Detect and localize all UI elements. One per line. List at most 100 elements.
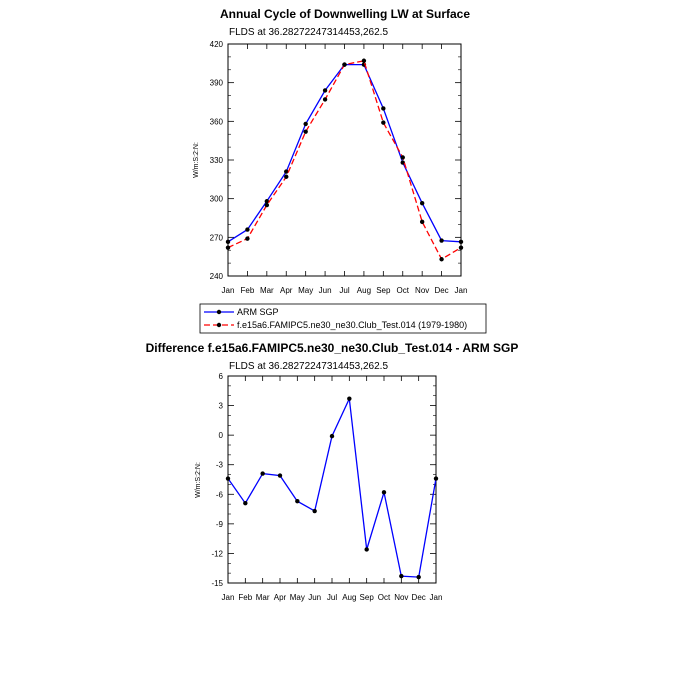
chart2-title: Difference f.e15a6.FAMIPC5.ne30_ne30.Clu… <box>146 341 519 355</box>
chart2-ytick-label: -6 <box>216 490 224 499</box>
chart1-series-1-point <box>284 174 289 179</box>
chart1-series-0-line <box>227 63 462 243</box>
chart1-subtitle: FLDS at 36.28272247314453,262.5 <box>229 27 388 38</box>
chart2-ytick-label: -3 <box>216 461 224 470</box>
chart2-series-0-point <box>329 433 335 439</box>
chart1-series-0-point <box>264 199 270 204</box>
chart1-xtick-label: Nov <box>415 286 429 295</box>
chart2-ytick-label: -15 <box>211 579 223 588</box>
chart1-series-1-line <box>227 60 462 261</box>
chart1-series-0-point <box>439 238 444 243</box>
chart2-series-0-point <box>243 500 248 506</box>
chart1-series-0-point <box>419 200 425 206</box>
difference-chart: Difference f.e15a6.FAMIPC5.ne30_ne30.Clu… <box>146 341 519 602</box>
chart2-xtick-label: Nov <box>394 593 408 602</box>
chart1-series-1-point <box>439 257 444 262</box>
chart2-series-0-point <box>416 574 421 580</box>
chart1-plot-frame <box>227 43 462 277</box>
chart2-subtitle: FLDS at 36.28272247314453,262.5 <box>229 361 388 372</box>
chart2-xtick-label: Jan <box>430 593 443 602</box>
chart1-xtick-label: Mar <box>260 286 274 295</box>
chart1-ytick-label: 360 <box>210 117 224 126</box>
chart2-series <box>225 396 439 580</box>
chart2-series-0-point <box>381 490 387 495</box>
chart1-series-1-point <box>458 245 464 250</box>
legend-marker-arm <box>216 309 222 315</box>
chart2-xtick-label: Apr <box>274 593 287 602</box>
chart1-xtick-label: Dec <box>434 286 448 295</box>
chart1-title: Annual Cycle of Downwelling LW at Surfac… <box>220 7 470 21</box>
chart2-ytick-label: -9 <box>216 520 224 529</box>
chart2-xtick-label: Mar <box>256 593 270 602</box>
chart1-xtick-label: Jan <box>222 286 235 295</box>
chart1-series-1-point <box>342 62 347 67</box>
chart1-series-0-point <box>381 106 386 111</box>
chart1-legend: ARM SGP f.e15a6.FAMIPC5.ne30_ne30.Club_T… <box>199 303 487 334</box>
chart2-xtick-label: Dec <box>412 593 426 602</box>
chart2-series-0-point <box>260 471 265 476</box>
chart1-series-1-point <box>303 129 308 134</box>
chart2-xtick-label: Oct <box>378 593 391 602</box>
chart2-series-0-point <box>399 573 404 579</box>
chart2-series-0-point <box>277 473 283 478</box>
chart1-xtick-label: Aug <box>357 286 371 295</box>
chart2-xtick-label: May <box>290 593 305 602</box>
chart1-xtick-label: Feb <box>241 286 255 295</box>
chart1-xtick-label: Jul <box>339 286 349 295</box>
chart2-ytick-label: 6 <box>219 372 224 381</box>
chart1-xtick-label: Jun <box>319 286 332 295</box>
chart2-ytick-label: 0 <box>219 431 224 440</box>
chart1-series-1-point <box>264 202 270 208</box>
chart2-ytick-label: 3 <box>219 402 224 411</box>
chart1-series-1-point <box>245 236 250 241</box>
chart2-ticks: Jan Feb Mar Apr May Jun Jul Aug Sep Oct Nov Dec Jan-… <box>211 372 442 602</box>
legend-marker-model <box>216 322 222 328</box>
chart2-series-0-line <box>227 396 437 578</box>
chart2-ytick-label: -12 <box>211 549 223 558</box>
chart2-ylabel: W/m:S:2:N: <box>195 462 202 498</box>
chart1-ytick-label: 270 <box>210 233 224 242</box>
chart1-series-0-point <box>245 227 250 232</box>
chart1-xtick-label: Oct <box>397 286 410 295</box>
chart1-xtick-label: Apr <box>280 286 293 295</box>
legend-box <box>199 303 487 334</box>
chart1-series-0-point <box>400 160 405 165</box>
chart2-series-0-point <box>433 476 439 481</box>
chart2-xtick-label: Jun <box>308 593 321 602</box>
chart2-xtick-label: Sep <box>360 593 375 602</box>
chart2-series-0-point <box>364 547 369 552</box>
chart1-ytick-label: 240 <box>210 272 224 281</box>
chart1-series-0-point <box>322 88 328 93</box>
chart2-series-0-point <box>312 508 317 514</box>
chart2-xtick-label: Jan <box>222 593 235 602</box>
chart1-ylabel: W/m:S:2:N: <box>193 142 200 178</box>
chart1-series-1-point <box>400 155 405 160</box>
chart1-ticks: Jan Feb Mar Apr May Jun Jul Aug Sep Oct Nov Dec Jan 2… <box>210 40 468 295</box>
chart2-series-0-point <box>347 396 352 401</box>
chart1-series-0-point <box>458 239 464 245</box>
chart2-xtick-label: Jul <box>327 593 337 602</box>
chart1-series-1-point <box>361 58 367 63</box>
annual-cycle-chart: Annual Cycle of Downwelling LW at Surfac… <box>193 7 487 334</box>
chart1-ytick-label: 420 <box>210 40 224 49</box>
chart1-xtick-label: Jan <box>455 286 468 295</box>
chart1-series-0-point <box>284 169 289 174</box>
legend-label-arm: ARM SGP <box>237 307 279 317</box>
chart1-series-0-point <box>225 239 231 245</box>
chart1-series-1-point <box>381 120 386 125</box>
chart1-xtick-label: Sep <box>376 286 391 295</box>
chart1-ytick-label: 330 <box>210 156 224 165</box>
chart1-series-1-point <box>225 245 231 250</box>
chart2-series-0-point <box>225 476 231 481</box>
chart1-series-0-point <box>303 121 308 127</box>
chart1-series-1-point <box>419 219 425 225</box>
chart2-series-0-point <box>295 498 300 504</box>
chart2-xtick-label: Feb <box>238 593 252 602</box>
chart1-series <box>225 58 464 262</box>
chart1-xtick-label: May <box>298 286 313 295</box>
chart2-xtick-label: Aug <box>342 593 356 602</box>
chart1-series-1-point <box>322 97 328 102</box>
chart1-ytick-label: 300 <box>210 195 224 204</box>
chart1-ytick-label: 390 <box>210 79 224 88</box>
